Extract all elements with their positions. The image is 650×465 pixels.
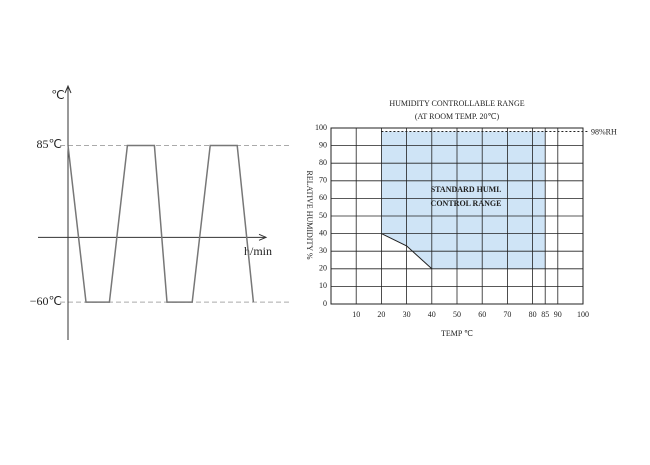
y-tick-label: 30 [319,246,327,255]
y-axis-label: ℃ [51,88,64,102]
y-tick-label: 85℃ [37,137,62,151]
y-tick-label: 10 [319,281,327,290]
temperature-chart: ℃ h/min 85℃ −60℃ [30,84,290,340]
y-tick-label: 90 [319,140,327,149]
plot-border [330,127,584,305]
x-tick-label: 90 [554,310,562,319]
y-tick-label: 20 [319,264,327,273]
y-tick-label: 40 [319,228,327,237]
x-tick-label: 60 [478,310,486,319]
range-area [381,131,546,269]
y-tick-label: −60℃ [30,294,62,308]
y-tick-label: 80 [319,158,327,167]
x-tick-label: 20 [377,310,385,319]
y-arrow [64,84,72,94]
region-label: CONTROL RANGE [431,199,502,208]
y-tick-label: 100 [315,123,327,132]
x-axis-label: TEMP ℃ [441,329,473,338]
y-tick-label: 60 [319,193,327,202]
y-axis-label: RELATIVE HUMIDITY % [305,170,314,259]
x-tick-label: 70 [503,310,511,319]
x-arrow [258,233,268,241]
x-tick-label: 80 [529,310,537,319]
chart-subtitle: (AT ROOM TEMP. 20℃) [415,112,500,121]
range-edge [381,233,433,270]
x-tick-label: 30 [403,310,411,319]
humidity-chart: HUMIDITY CONTROLLABLE RANGE (AT ROOM TEM… [305,99,617,338]
y-tick-label: 70 [319,176,327,185]
temperature-line [67,144,255,303]
y-tick-label: 50 [319,211,327,220]
x-axis-label: h/min [244,244,272,258]
chart-title: HUMIDITY CONTROLLABLE RANGE [389,99,524,108]
x-tick-label: 100 [577,310,589,319]
x-tick-label: 50 [453,310,461,319]
region-label: STANDARD HUMI. [431,185,502,194]
y-tick-label: 0 [323,299,327,308]
x-tick-label: 10 [352,310,360,319]
x-tick-label: 40 [428,310,436,319]
x-tick-label: 85 [541,310,549,319]
reference-label: 98%RH [591,127,617,136]
